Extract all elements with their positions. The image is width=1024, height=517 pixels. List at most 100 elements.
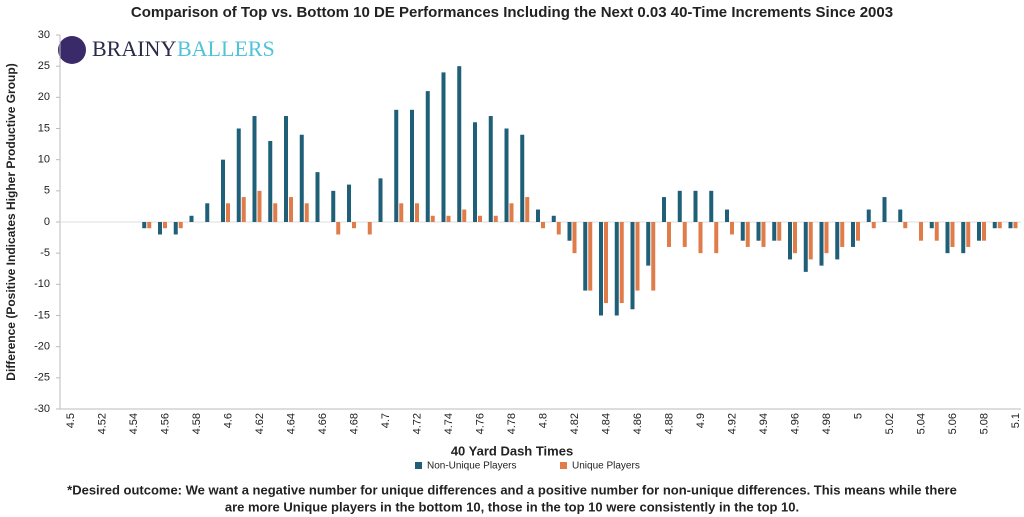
x-tick-label: 4.9 <box>695 413 707 428</box>
bar <box>840 222 845 247</box>
bar <box>205 203 210 222</box>
x-tick-label: 4.58 <box>191 413 203 434</box>
x-tick-label: 4.52 <box>96 413 108 434</box>
bar <box>977 222 981 241</box>
legend-label: Unique Players <box>572 461 640 472</box>
bar <box>299 134 304 222</box>
x-tick-label: 5.08 <box>978 413 990 434</box>
logo: BRAINY BALLERS <box>58 36 275 64</box>
bar <box>572 222 577 254</box>
y-tick-label: -25 <box>34 372 50 384</box>
x-tick-label: 4.62 <box>254 413 266 434</box>
chart-title: Comparison of Top vs. Bottom 10 DE Perfo… <box>131 4 893 21</box>
bar <box>226 203 230 222</box>
bar <box>425 91 430 222</box>
x-tick-label: 5 <box>852 413 864 419</box>
x-tick-label: 5.06 <box>947 413 959 434</box>
bar <box>394 109 399 222</box>
x-tick-label: 4.64 <box>285 413 297 434</box>
bar <box>604 222 608 304</box>
bar <box>588 222 593 291</box>
bar <box>635 222 640 291</box>
x-tick-label: 4.6 <box>222 413 234 428</box>
bar <box>772 222 777 241</box>
bar <box>614 222 619 316</box>
x-tick-label: 4.56 <box>159 413 171 434</box>
bar <box>709 190 714 222</box>
bar <box>793 222 797 254</box>
y-tick-label: -20 <box>34 341 50 353</box>
logo-text: BALLERS <box>177 36 275 61</box>
y-tick-label: 25 <box>38 60 50 72</box>
bar <box>934 222 939 241</box>
bar <box>966 222 971 247</box>
bar <box>808 222 813 260</box>
bar <box>929 222 934 229</box>
x-tick-label: 4.5 <box>65 413 77 428</box>
y-tick-label: 10 <box>38 154 50 166</box>
bar <box>693 190 698 222</box>
footnote: are more Unique players in the bottom 10… <box>225 499 799 514</box>
bar <box>315 172 320 222</box>
bar <box>682 222 687 247</box>
x-tick-label: 4.96 <box>789 413 801 434</box>
x-tick-label: 4.68 <box>348 413 360 434</box>
bar <box>882 197 887 222</box>
bar <box>289 197 293 222</box>
x-tick-label: 4.88 <box>663 413 675 434</box>
bar <box>520 134 525 222</box>
bar <box>619 222 624 304</box>
logo-text: BRAINY <box>92 36 176 61</box>
y-axis-title: Difference (Positive Indicates Higher Pr… <box>4 63 18 380</box>
bar <box>667 222 671 247</box>
bar <box>462 209 467 222</box>
bar <box>493 215 498 222</box>
footnote: *Desired outcome: We want a negative num… <box>67 482 957 497</box>
bar <box>268 140 273 222</box>
bar <box>504 128 509 222</box>
bar <box>1013 222 1018 229</box>
bar <box>257 190 262 222</box>
x-tick-label: 4.82 <box>569 413 581 434</box>
bar <box>347 184 351 222</box>
bar <box>651 222 656 291</box>
y-tick-label: 15 <box>38 122 50 134</box>
x-tick-label: 4.86 <box>632 413 644 434</box>
bar <box>399 203 404 222</box>
y-tick-label: -30 <box>34 403 50 415</box>
legend-label: Non-Unique Players <box>427 461 517 472</box>
bar <box>819 222 824 266</box>
bar <box>756 222 761 241</box>
x-tick-label: 5.04 <box>915 413 927 434</box>
x-tick-label: 4.54 <box>128 413 140 434</box>
bar <box>415 203 419 222</box>
x-tick-label: 4.76 <box>474 413 486 434</box>
bar <box>567 222 572 241</box>
y-tick-label: -10 <box>34 278 50 290</box>
bar <box>646 222 651 266</box>
bar <box>761 222 766 247</box>
bar <box>961 222 966 254</box>
bar <box>430 215 435 222</box>
bar <box>677 190 682 222</box>
bar <box>158 222 162 235</box>
x-tick-label: 4.98 <box>821 413 833 434</box>
bar <box>662 197 666 222</box>
bar <box>509 203 514 222</box>
bar <box>367 222 372 235</box>
bar <box>583 222 588 291</box>
bar <box>630 222 635 310</box>
bar <box>950 222 955 247</box>
x-tick-label: 4.8 <box>537 413 549 428</box>
bar <box>147 222 152 229</box>
x-tick-label: 4.7 <box>380 413 392 428</box>
bar <box>410 109 414 222</box>
x-tick-label: 5.02 <box>884 413 896 434</box>
bar <box>189 215 194 222</box>
bar <box>331 190 336 222</box>
x-tick-label: 5.1 <box>1010 413 1022 428</box>
bar <box>803 222 808 272</box>
bar <box>898 209 903 222</box>
bar <box>745 222 750 247</box>
